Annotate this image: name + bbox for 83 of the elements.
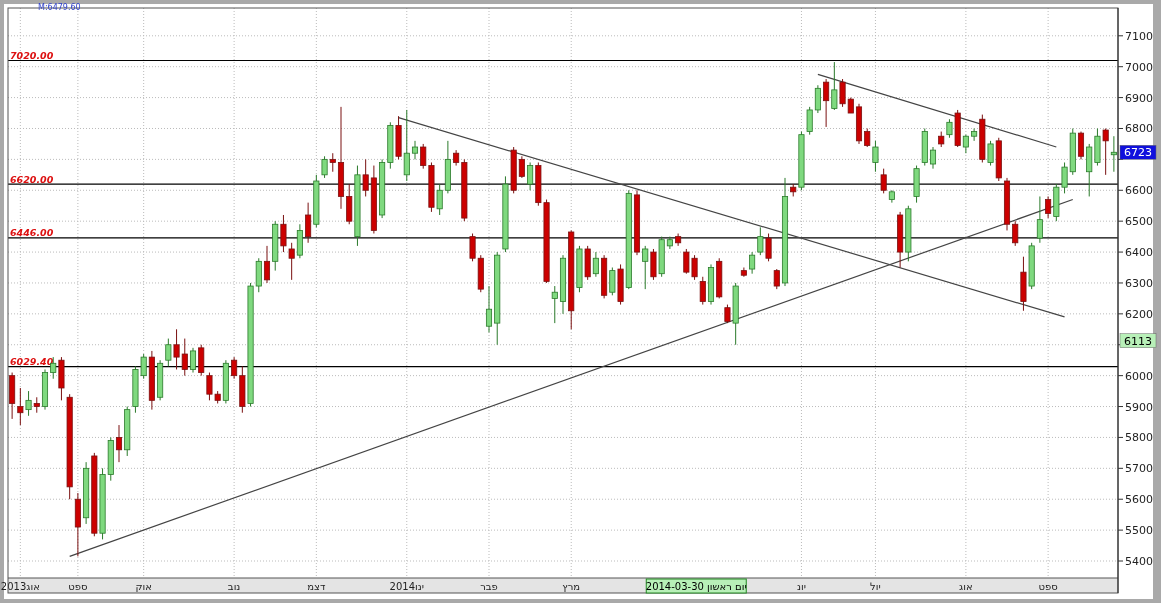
y-tick-label: 7100 xyxy=(1125,29,1153,43)
candlestick xyxy=(280,214,287,253)
y-tick-label: 5400 xyxy=(1125,555,1153,569)
candlestick xyxy=(411,140,419,160)
y-tick-label: 6400 xyxy=(1125,246,1153,260)
candlestick xyxy=(231,356,238,380)
candlestick xyxy=(436,183,443,216)
candlestick xyxy=(1102,127,1109,176)
candlestick xyxy=(518,155,525,179)
annotation: 6113 xyxy=(1124,334,1152,348)
candlestick xyxy=(321,155,328,179)
annotation: M:6479.60 xyxy=(38,3,81,12)
candlestick xyxy=(25,390,32,417)
x-tick-label: ספט xyxy=(68,581,88,592)
y-tick-label: 6500 xyxy=(1125,215,1153,229)
candlestick xyxy=(189,347,197,374)
candlestick xyxy=(305,202,312,244)
x-tick-label: 2013אוג xyxy=(0,581,40,592)
candlestick xyxy=(1012,220,1019,247)
candlestick xyxy=(699,276,706,306)
y-tick-label: 6200 xyxy=(1125,307,1153,321)
text: 2014-03-30 יום ראשון xyxy=(645,581,747,592)
x-tick-label: אוג xyxy=(959,581,973,592)
candlestick xyxy=(971,127,978,142)
candlestick xyxy=(115,424,123,463)
candlestick xyxy=(773,268,780,290)
x-tick-label: אוק xyxy=(135,581,152,592)
candlestick xyxy=(724,304,731,324)
candlestick xyxy=(263,245,271,284)
candlestick xyxy=(962,134,969,154)
candlestick xyxy=(929,146,937,170)
candlestick xyxy=(1036,195,1043,244)
y-tick-label: 5700 xyxy=(1125,462,1153,476)
y-tick-label: 6000 xyxy=(1125,369,1153,383)
candlestick xyxy=(288,242,295,281)
candlestick xyxy=(749,251,756,275)
x-tick-label: יונ xyxy=(796,581,806,592)
ref-line-label: 6620.00 xyxy=(10,173,54,185)
ref-line-label: 6446.00 xyxy=(10,227,54,239)
candlestick xyxy=(823,78,830,128)
candlestick xyxy=(1077,131,1085,160)
candlestick xyxy=(485,285,493,333)
x-tick-label: 2014ינו xyxy=(389,581,424,592)
candlestick xyxy=(1045,195,1052,219)
candlestick xyxy=(757,226,764,256)
candlestick xyxy=(17,387,24,426)
candlestick xyxy=(551,285,558,324)
y-tick-label: 5800 xyxy=(1125,431,1153,445)
candlestick xyxy=(864,127,871,148)
candlestick xyxy=(609,267,616,296)
y-tick-label: 6900 xyxy=(1125,91,1153,105)
y-tick-label: 6300 xyxy=(1125,276,1153,290)
ref-line-label: 6029.40 xyxy=(10,356,54,368)
y-tick-label: 5500 xyxy=(1125,524,1153,538)
candlestick xyxy=(814,84,821,114)
y-tick-label: 6800 xyxy=(1125,122,1153,136)
candlestick xyxy=(329,152,336,173)
y-tick-label: 6600 xyxy=(1125,184,1153,198)
x-tick-label: יול xyxy=(870,581,881,592)
candlestick xyxy=(642,245,649,290)
annotation: 6723 xyxy=(1124,146,1152,160)
ref-line-label: 7020.00 xyxy=(10,50,54,62)
candlestick xyxy=(165,338,172,367)
candlestick xyxy=(880,168,887,194)
y-tick-label: 5600 xyxy=(1125,493,1153,507)
candlestick xyxy=(592,251,599,278)
y-tick-label: 5900 xyxy=(1125,400,1153,414)
candlestick xyxy=(362,158,369,197)
candlestick xyxy=(1110,135,1117,173)
x-tick-label: ספט xyxy=(1038,581,1058,592)
candlestick xyxy=(987,140,994,167)
candlestick xyxy=(527,161,534,191)
x-tick-label: מרץ xyxy=(562,581,581,592)
x-tick-label: פבר xyxy=(480,581,498,592)
candlestick xyxy=(946,118,953,139)
candlestick xyxy=(403,109,410,182)
candlestick xyxy=(872,140,879,173)
candlestick xyxy=(831,61,838,111)
x-tick-label: נוב xyxy=(227,581,241,592)
y-tick-label: 7000 xyxy=(1125,60,1153,74)
x-tick-label: דצמ xyxy=(307,581,326,592)
candlestick xyxy=(806,106,813,136)
candlestick xyxy=(765,233,772,262)
